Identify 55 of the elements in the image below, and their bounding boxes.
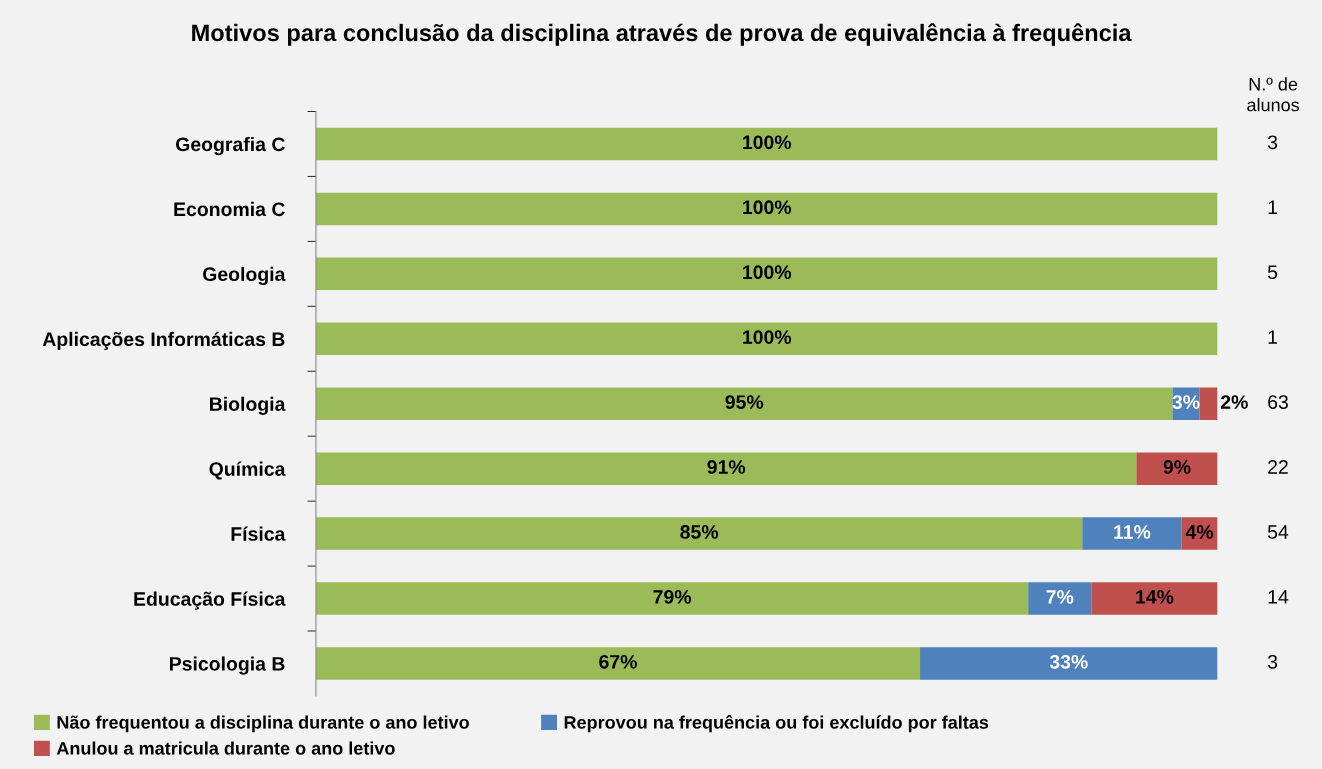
data-label: 100%	[743, 200, 792, 215]
bar	[315, 647, 921, 680]
data-label: 85%	[680, 525, 719, 539]
data-label: 67%	[599, 654, 637, 669]
bar	[1136, 452, 1218, 485]
text: 22	[1268, 460, 1288, 474]
data-label: 100%	[743, 330, 792, 345]
bar	[315, 192, 1218, 226]
bar	[315, 322, 1218, 356]
data-label: 91%	[707, 460, 746, 474]
text: 1	[1268, 200, 1278, 214]
bar	[1091, 582, 1218, 615]
bar	[315, 127, 1218, 161]
data-label: 3%	[1172, 395, 1200, 409]
bar	[1082, 517, 1182, 550]
data-label: 14%	[1136, 590, 1174, 604]
bar	[315, 257, 1218, 291]
bar	[1199, 387, 1218, 420]
text: N.º de alunos	[1247, 77, 1300, 112]
bar	[315, 387, 1173, 420]
text: 14	[1268, 590, 1289, 604]
bar	[1028, 582, 1092, 615]
y-tick-label: Educação Física	[134, 591, 286, 610]
bar	[315, 582, 1029, 615]
data-label: 9%	[1163, 460, 1191, 474]
text: 3	[1267, 135, 1278, 150]
text: 63	[1268, 395, 1288, 409]
legend-label: Anulou a matricula durante o ano letivo	[56, 741, 395, 755]
data-label: 4%	[1185, 525, 1214, 539]
legend-label: Reprovou na frequência ou foi excluído por faltas	[564, 715, 989, 733]
y-tick-label: Economia C	[174, 201, 285, 217]
y-tick-label: Biologia	[210, 396, 286, 415]
y-tick-label: Geologia	[203, 266, 286, 286]
data-label: 11%	[1114, 525, 1151, 539]
y-tick-label: Geografia C	[176, 136, 285, 156]
text: 54	[1267, 525, 1289, 539]
data-label: 95%	[725, 395, 764, 409]
data-label: 79%	[653, 589, 692, 604]
legend-label: Não frequentou a disciplina durante o ano letivo	[57, 715, 469, 733]
y-tick-label: Aplicações Informáticas B	[42, 331, 285, 350]
data-label: 33%	[1049, 654, 1088, 669]
data-label: 2%	[1220, 395, 1248, 409]
data-label: 7%	[1046, 590, 1074, 604]
y-tick-label: Psicologia B	[170, 656, 285, 675]
bar	[920, 647, 1218, 680]
chart-title: Motivos para conclusão da disciplina através de prova de equivalência à frequência	[192, 23, 1132, 46]
bar	[315, 517, 1083, 550]
data-label: 100%	[743, 265, 792, 280]
text: 1	[1268, 330, 1278, 344]
text: 5	[1267, 265, 1278, 280]
y-tick-label: Física	[231, 526, 286, 541]
text: 3	[1267, 654, 1278, 669]
data-label: 100%	[743, 135, 792, 150]
bar	[315, 452, 1137, 485]
y-tick-label: Química	[209, 461, 286, 480]
